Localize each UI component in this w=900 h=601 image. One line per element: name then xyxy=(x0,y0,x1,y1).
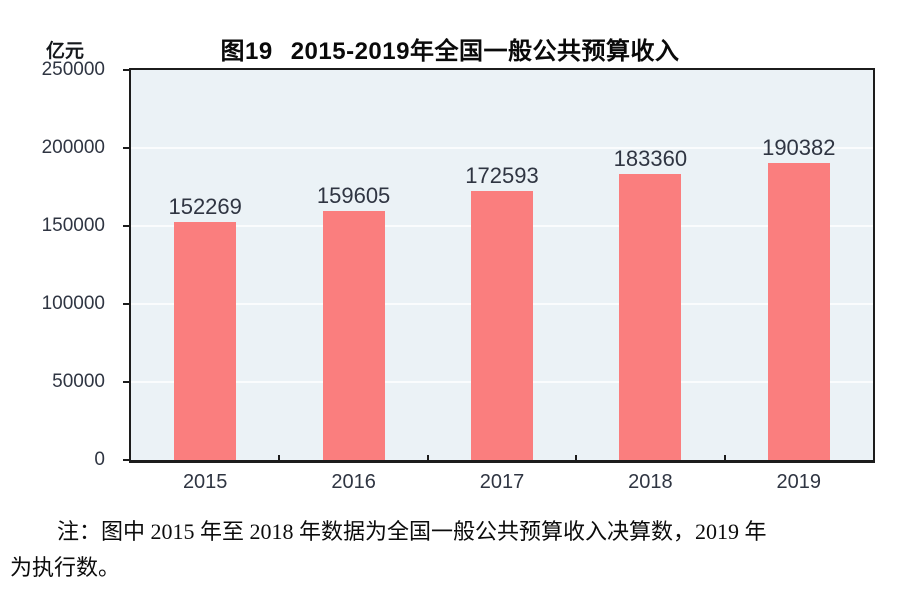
bar-2017 xyxy=(471,190,533,460)
bar-value-label-2016: 159605 xyxy=(316,183,391,209)
y-tick-mark-50000 xyxy=(123,381,131,383)
x-axis-label-2017: 2017 xyxy=(479,471,525,493)
chart-title-number: 图19 xyxy=(220,38,273,65)
bar-2019 xyxy=(767,163,830,460)
x-axis-label-2018: 2018 xyxy=(628,471,673,493)
bar-2018 xyxy=(619,173,682,460)
y-tick-mark-100000 xyxy=(123,303,131,305)
y-tick-mark-0 xyxy=(123,459,131,461)
y-tick-label-50000: 50000 xyxy=(52,371,105,392)
y-tick-label-200000: 200000 xyxy=(41,137,105,158)
gridline-200000 xyxy=(131,147,873,149)
footnote: 注：图中 2015 年至 2018 年数据为全国一般公共预算收入决算数，2019… xyxy=(10,514,888,586)
x-axis-label-2016: 2016 xyxy=(331,471,376,493)
y-tick-label-100000: 100000 xyxy=(41,293,105,314)
x-axis-label-2015: 2015 xyxy=(182,471,228,493)
footnote-line-2: 为执行数。 xyxy=(10,555,121,580)
footnote-line-1: 注：图中 2015 年至 2018 年数据为全国一般公共预算收入决算数，2019… xyxy=(57,519,767,544)
chart-title-text: 2015-2019年全国一般公共预算收入 xyxy=(290,38,680,65)
y-tick-mark-150000 xyxy=(123,225,131,227)
bar-2015 xyxy=(174,222,237,460)
bar-value-label-2018: 183360 xyxy=(613,145,688,171)
bar-value-label-2019: 190382 xyxy=(762,135,836,160)
plot-area xyxy=(129,68,875,463)
x-boundary-tick-4 xyxy=(723,455,726,463)
bar-value-label-2015: 152269 xyxy=(168,194,242,220)
x-boundary-tick-1 xyxy=(278,455,281,463)
y-tick-label-150000: 150000 xyxy=(41,215,105,236)
x-boundary-tick-3 xyxy=(575,455,578,463)
x-boundary-tick-2 xyxy=(426,455,429,463)
chart-title: 图19 2015-2019年全国一般公共预算收入 xyxy=(0,31,900,66)
y-axis-unit-label: 亿元 xyxy=(46,41,85,62)
y-tick-mark-200000 xyxy=(123,147,131,149)
bar-value-label-2017: 172593 xyxy=(465,162,539,188)
bar-2016 xyxy=(322,211,385,460)
y-tick-label-0: 0 xyxy=(94,449,105,470)
x-axis-label-2019: 2019 xyxy=(776,471,822,493)
y-tick-label-250000: 250000 xyxy=(41,59,105,80)
y-tick-mark-250000 xyxy=(123,69,131,71)
